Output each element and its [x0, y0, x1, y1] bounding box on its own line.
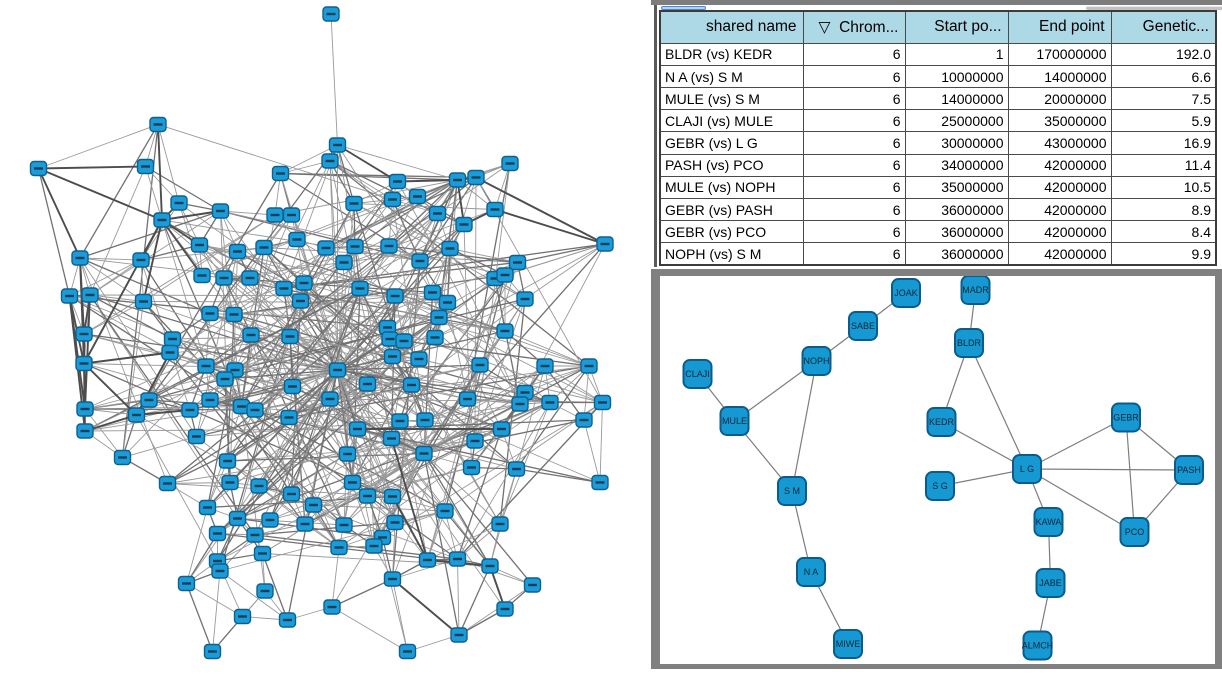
svg-text:MULE: MULE	[722, 416, 747, 426]
svg-text:ALMCH: ALMCH	[1022, 640, 1054, 650]
svg-text:GEBR: GEBR	[1113, 412, 1139, 422]
svg-text:S M: S M	[784, 486, 800, 496]
svg-text:CLAJI: CLAJI	[685, 369, 710, 379]
svg-text:MADR: MADR	[962, 285, 989, 295]
svg-text:KAWA: KAWA	[1036, 517, 1062, 527]
svg-text:MIWE: MIWE	[836, 639, 861, 649]
svg-text:PASH: PASH	[1177, 465, 1201, 475]
svg-text:L G: L G	[1020, 464, 1034, 474]
svg-text:BLDR: BLDR	[957, 338, 982, 348]
svg-text:NOPH: NOPH	[803, 356, 829, 366]
svg-text:JABE: JABE	[1039, 578, 1062, 588]
svg-text:N A: N A	[804, 567, 819, 577]
svg-text:JOAK: JOAK	[894, 288, 918, 298]
svg-text:KEDR: KEDR	[929, 417, 955, 427]
svg-text:PCO: PCO	[1125, 527, 1145, 537]
svg-text:SABE: SABE	[851, 321, 875, 331]
svg-text:S G: S G	[932, 481, 948, 491]
